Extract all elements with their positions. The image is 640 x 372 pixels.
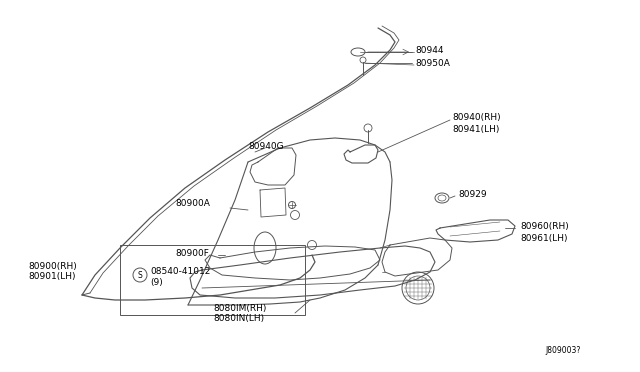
Text: 80950A: 80950A bbox=[415, 58, 450, 67]
Text: 80900(RH): 80900(RH) bbox=[28, 262, 77, 270]
Text: 80901(LH): 80901(LH) bbox=[28, 273, 76, 282]
Text: S: S bbox=[138, 270, 142, 279]
Text: 80940(RH): 80940(RH) bbox=[452, 112, 500, 122]
Text: 08540-41012: 08540-41012 bbox=[150, 267, 211, 276]
Text: 8080lN(LH): 8080lN(LH) bbox=[213, 314, 264, 324]
Text: J809003?: J809003? bbox=[545, 346, 580, 355]
Text: 80940G: 80940G bbox=[248, 141, 284, 151]
Text: 80929: 80929 bbox=[458, 189, 486, 199]
Text: 8080lM(RH): 8080lM(RH) bbox=[213, 304, 266, 312]
Bar bbox=[120, 245, 305, 315]
Text: 80944: 80944 bbox=[415, 45, 444, 55]
Text: 80960(RH): 80960(RH) bbox=[520, 221, 569, 231]
Text: 80961(LH): 80961(LH) bbox=[520, 234, 568, 243]
Text: 80900F: 80900F bbox=[175, 248, 209, 257]
Text: (9): (9) bbox=[150, 279, 163, 288]
Text: 80941(LH): 80941(LH) bbox=[452, 125, 499, 134]
Text: 80900A: 80900A bbox=[175, 199, 210, 208]
